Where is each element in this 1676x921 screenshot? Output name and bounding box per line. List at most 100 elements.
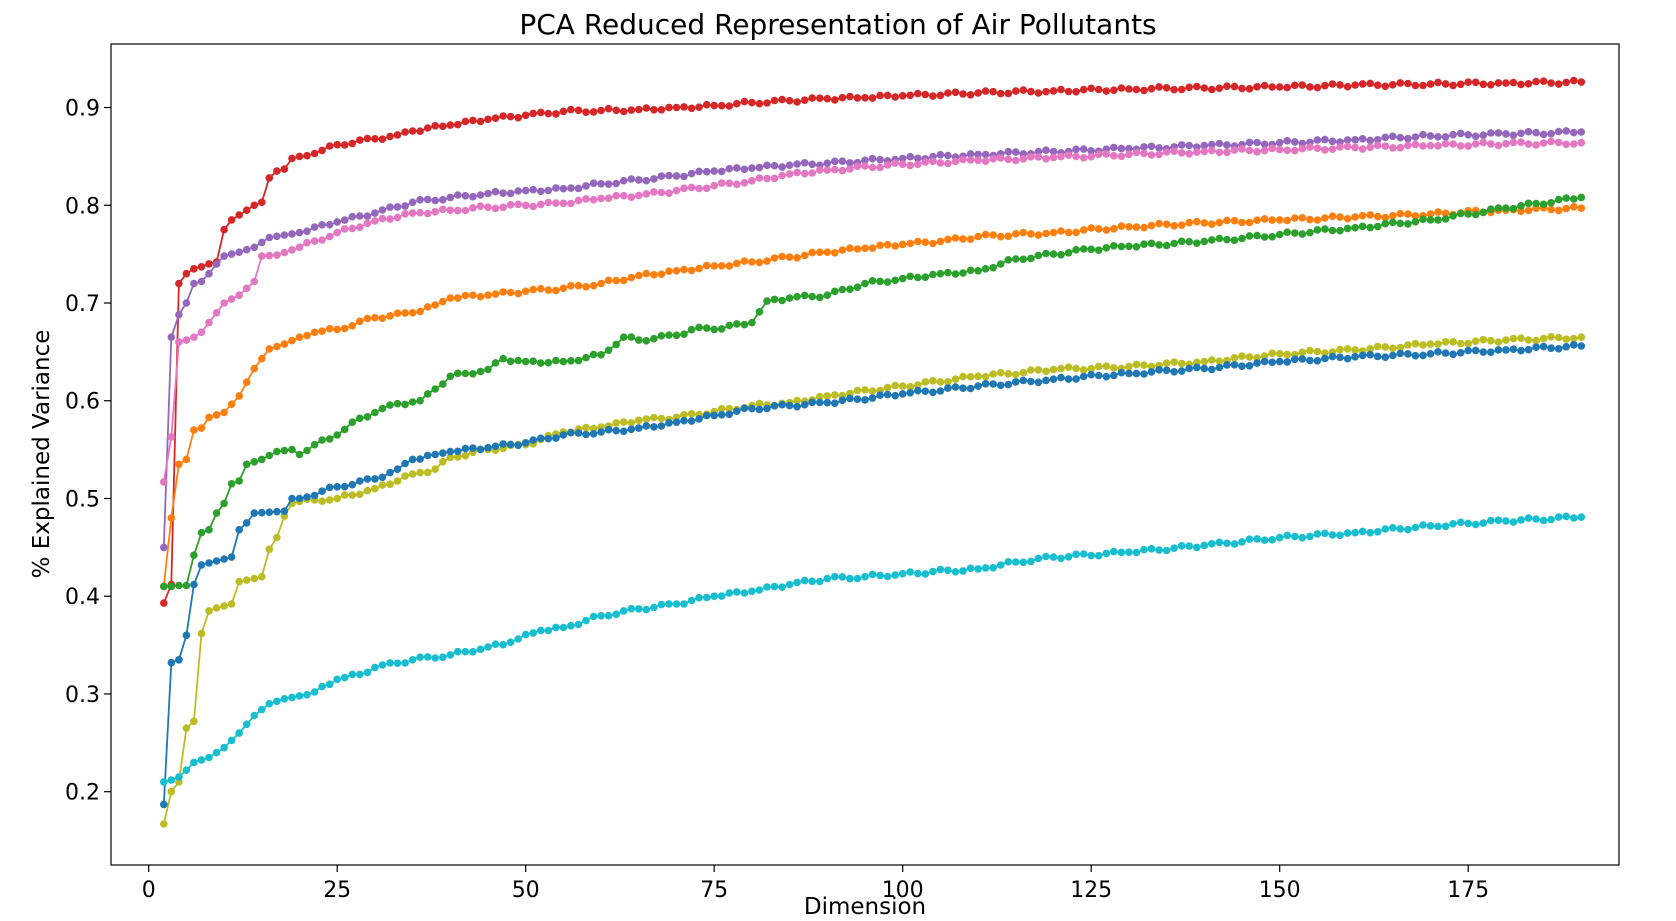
data-point	[1094, 371, 1103, 380]
data-point	[1291, 214, 1299, 222]
data-point	[356, 670, 364, 679]
data-point	[220, 252, 228, 260]
data-point	[1419, 215, 1427, 223]
data-point	[981, 87, 990, 95]
data-point	[227, 216, 236, 224]
data-point	[1230, 216, 1239, 225]
data-point	[665, 267, 673, 276]
data-point	[175, 310, 183, 319]
data-point	[205, 413, 213, 422]
data-point	[944, 159, 952, 168]
data-point	[1547, 199, 1555, 207]
data-point	[959, 155, 967, 164]
data-point	[1389, 351, 1397, 360]
data-point	[755, 163, 764, 172]
data-point	[318, 327, 326, 336]
data-point	[785, 253, 794, 261]
data-point	[1177, 237, 1186, 246]
data-point	[642, 605, 651, 614]
data-point	[401, 400, 409, 409]
data-point	[1404, 341, 1412, 349]
data-point	[1321, 135, 1329, 144]
data-point	[612, 106, 620, 115]
data-point	[1162, 359, 1171, 367]
data-point	[363, 668, 372, 677]
data-point	[333, 431, 342, 439]
data-point	[1155, 150, 1163, 159]
data-point	[280, 248, 289, 257]
data-point	[454, 191, 462, 199]
data-point	[1170, 544, 1178, 552]
data-point	[1193, 148, 1201, 156]
data-point	[582, 195, 590, 203]
data-point	[220, 499, 228, 508]
data-point	[1366, 528, 1374, 537]
data-point	[687, 325, 696, 334]
data-point	[295, 494, 304, 503]
data-point	[303, 493, 311, 501]
data-point	[1049, 228, 1058, 237]
data-point	[695, 415, 703, 423]
data-point	[1147, 151, 1156, 159]
data-point	[793, 578, 801, 587]
data-point	[1487, 140, 1495, 148]
data-point	[876, 571, 884, 580]
data-point	[340, 482, 349, 491]
data-point	[1125, 85, 1133, 93]
data-point	[295, 243, 304, 252]
data-point	[1358, 222, 1367, 231]
data-point	[710, 411, 718, 420]
data-point	[1539, 139, 1548, 147]
data-point	[1230, 354, 1239, 362]
data-point	[363, 219, 372, 228]
data-point	[1027, 230, 1035, 238]
data-point	[597, 428, 605, 436]
data-point	[1087, 551, 1095, 560]
data-point	[1268, 83, 1276, 91]
data-point	[868, 387, 877, 395]
data-point	[514, 113, 522, 122]
data-point	[378, 473, 387, 482]
data-point	[838, 573, 847, 581]
data-point	[220, 743, 228, 752]
data-point	[1170, 358, 1178, 366]
data-point	[1494, 346, 1503, 354]
x-tick-label: 100	[882, 878, 924, 903]
data-point	[1389, 218, 1397, 227]
data-point	[242, 460, 251, 469]
data-point	[612, 419, 620, 427]
data-point	[966, 372, 975, 381]
data-point	[846, 285, 854, 294]
data-point	[484, 643, 492, 651]
data-point	[1554, 206, 1563, 215]
data-point	[1079, 85, 1088, 94]
series-8	[160, 512, 1586, 786]
data-point	[175, 279, 183, 288]
data-point	[1004, 255, 1013, 264]
data-point	[1532, 515, 1540, 523]
data-point	[627, 604, 636, 613]
data-point	[702, 593, 711, 602]
data-point	[160, 478, 168, 486]
data-point	[250, 201, 259, 210]
data-point	[1079, 372, 1088, 381]
data-point	[582, 616, 590, 625]
data-point	[1313, 83, 1322, 92]
data-point	[800, 96, 809, 104]
data-point	[725, 179, 734, 188]
data-point	[589, 195, 598, 204]
data-point	[310, 491, 319, 500]
data-point	[514, 356, 522, 365]
data-point	[1517, 346, 1525, 355]
data-point	[514, 635, 522, 643]
data-point	[808, 169, 816, 177]
data-point	[929, 388, 937, 397]
data-point	[1411, 140, 1420, 149]
data-point	[1426, 80, 1435, 88]
data-point	[966, 266, 975, 275]
data-point	[1215, 363, 1224, 372]
data-point	[1532, 343, 1540, 352]
data-point	[265, 699, 274, 708]
data-point	[823, 398, 832, 407]
data-point	[182, 766, 191, 774]
